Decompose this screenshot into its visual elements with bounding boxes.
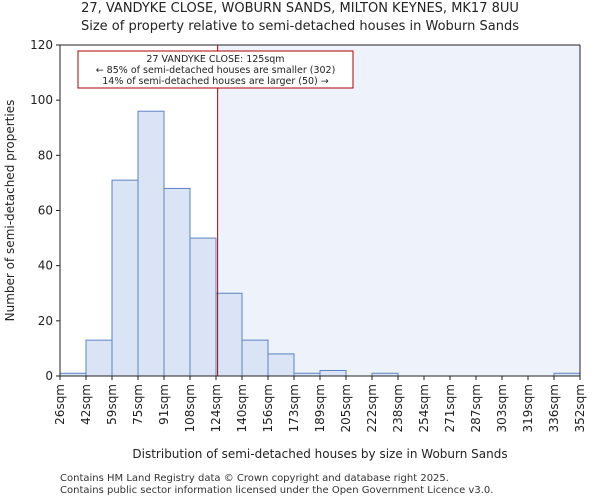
histogram-bar [189, 237, 217, 377]
x-tick-label: 254sqm [417, 384, 431, 432]
x-tick-label: 189sqm [313, 384, 327, 432]
annotation-line-2: ← 85% of semi-detached houses are smalle… [96, 65, 336, 76]
histogram-bar [319, 369, 347, 377]
histogram-bar [111, 179, 139, 377]
x-tick-label: 75sqm [131, 384, 145, 425]
x-tick-label: 26sqm [53, 384, 67, 425]
histogram-bar [215, 292, 243, 377]
x-tick-label: 156sqm [261, 384, 275, 432]
annotation-line-1: 27 VANDYKE CLOSE: 125sqm [146, 54, 284, 65]
histogram-chart: 0 20 40 60 80 100 120 26sqm 42sqm 59sqm 75sqm 91sqm… [3, 38, 587, 461]
x-tick-label: 352sqm [573, 384, 587, 432]
histogram-bar [163, 187, 191, 377]
y-tick-label: 120 [30, 38, 53, 52]
chart-title-address: 27, VANDYKE CLOSE, WOBURN SANDS, MILTON … [81, 1, 519, 16]
x-tick-label: 140sqm [235, 384, 249, 432]
y-tick-label: 20 [38, 314, 53, 328]
x-tick-label: 42sqm [79, 384, 93, 425]
x-tick-label: 91sqm [157, 384, 171, 425]
annotation-line-3: 14% of semi-detached houses are larger (… [102, 76, 329, 87]
histogram-bar [241, 339, 269, 377]
x-tick-label: 303sqm [495, 384, 509, 432]
y-tick-label: 80 [38, 148, 53, 162]
histogram-bar [137, 110, 165, 377]
x-tick-label: 222sqm [365, 384, 379, 432]
highlight-region [217, 45, 580, 376]
x-tick-label: 238sqm [391, 384, 405, 432]
x-tick-label: 59sqm [105, 384, 119, 425]
x-tick-label: 336sqm [547, 384, 561, 432]
chart-title: Size of property relative to semi-detach… [80, 19, 520, 34]
y-tick-label: 0 [45, 369, 53, 383]
x-tick-label: 205sqm [339, 384, 353, 432]
x-tick-label: 124sqm [209, 384, 223, 432]
histogram-bar [267, 353, 295, 377]
x-tick-label: 319sqm [521, 384, 535, 432]
x-axis-label: Distribution of semi-detached houses by … [132, 447, 507, 461]
footer-licence: Contains public sector information licen… [60, 485, 494, 496]
y-tick-label: 100 [30, 93, 53, 107]
y-tick-label: 40 [38, 259, 53, 273]
x-tick-label: 173sqm [287, 384, 301, 432]
annotation-box [77, 50, 354, 89]
y-tick-label: 60 [38, 204, 53, 218]
x-tick-label: 287sqm [469, 384, 483, 432]
y-axis-label: Number of semi-detached properties [3, 100, 17, 322]
histogram-bar [85, 339, 113, 377]
footer-copyright: Contains HM Land Registry data © Crown c… [60, 473, 449, 484]
x-tick-label: 271sqm [443, 384, 457, 432]
x-tick-label: 108sqm [183, 384, 197, 432]
